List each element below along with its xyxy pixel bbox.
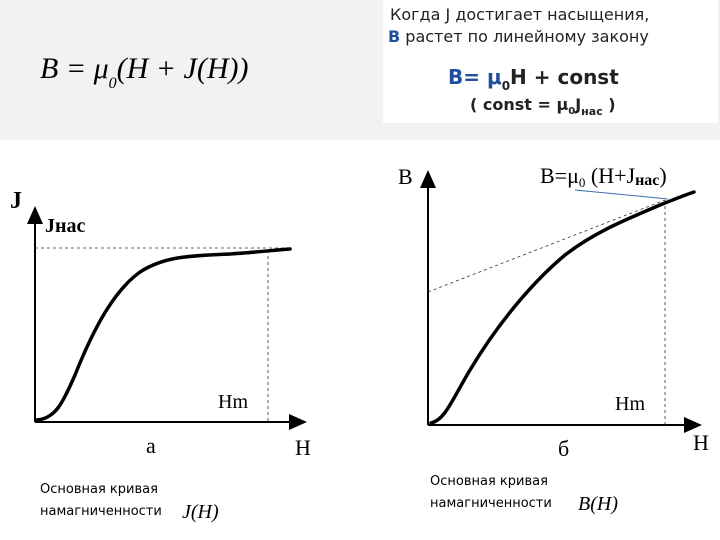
x-label: H bbox=[693, 430, 709, 455]
graph-letter: б bbox=[558, 436, 569, 461]
text-part: B=μ bbox=[540, 163, 579, 188]
induction-curve bbox=[429, 190, 696, 425]
text-part: 0 bbox=[109, 75, 117, 92]
function-label: B(H) bbox=[578, 493, 618, 515]
magnetization-curve bbox=[35, 247, 292, 422]
line-label: B=μ0 (H+Jнас) bbox=[540, 163, 667, 190]
text-part: ( const = μ bbox=[470, 95, 568, 114]
text-part: нас bbox=[635, 172, 659, 189]
asymptote-line bbox=[427, 199, 666, 293]
caption: Основная кривая bbox=[430, 474, 548, 489]
text-part: H + const bbox=[510, 65, 619, 89]
function-label: J(H) bbox=[182, 501, 219, 523]
text-part: 0 bbox=[568, 106, 575, 117]
y-label: B bbox=[398, 164, 413, 189]
caption: намагниченности bbox=[430, 496, 552, 511]
text-part: растет по линейному закону bbox=[400, 27, 649, 46]
text-part: нас bbox=[581, 105, 603, 118]
caption: намагниченности bbox=[40, 504, 162, 519]
label-pointer bbox=[574, 189, 669, 200]
graph-letter: а bbox=[146, 433, 156, 458]
hm-label: Hm bbox=[218, 391, 248, 413]
text-part: B = μ bbox=[40, 52, 109, 85]
text-part: 0 bbox=[502, 79, 510, 93]
caption: Основная кривая bbox=[40, 482, 158, 497]
x-label: H bbox=[295, 435, 311, 460]
text-part: (H + J(H)) bbox=[117, 52, 249, 85]
note-formula: B= μ0H + const bbox=[448, 65, 619, 93]
text-part: B bbox=[388, 27, 400, 46]
sat-label: Jнас bbox=[45, 215, 86, 237]
text-part: J bbox=[574, 95, 581, 114]
note-line: Когда J достигает насыщения, bbox=[390, 5, 649, 24]
note-const: ( const = μ0Jнас ) bbox=[470, 95, 616, 118]
main-formula: B = μ0(H + J(H)) bbox=[40, 52, 249, 92]
graph-a: J Jнас Hm H а Основная кривая намагничен… bbox=[10, 188, 311, 523]
text-part: B= μ bbox=[448, 65, 502, 89]
text-part: ) bbox=[659, 163, 666, 188]
text-part: 0 bbox=[579, 175, 586, 190]
note-line: B растет по линейному закону bbox=[388, 27, 649, 46]
graph-b: B B=μ0 (H+Jнас) Hm H б Основная кривая н… bbox=[398, 163, 709, 515]
text-part: ) bbox=[603, 95, 616, 114]
text-part: (H+J bbox=[585, 163, 635, 188]
y-label: J bbox=[10, 188, 22, 214]
hm-label: Hm bbox=[615, 393, 645, 415]
note-box bbox=[383, 0, 718, 123]
